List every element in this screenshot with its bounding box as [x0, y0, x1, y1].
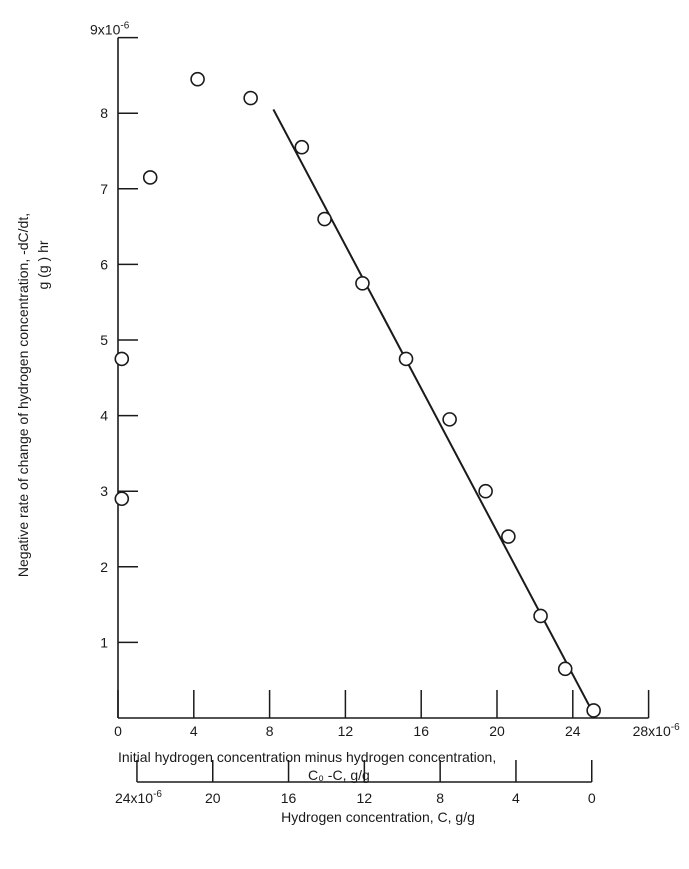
secondary-x-tick-label: 24x10-6: [115, 789, 162, 806]
x-tick-label: 24: [565, 723, 581, 739]
y-tick-label: 5: [100, 332, 108, 348]
data-point-5: [243, 90, 258, 106]
data-point-14: [557, 661, 573, 677]
secondary-x-tick-label: 0: [588, 790, 596, 806]
data-point-12: [501, 529, 516, 544]
data-point-6: [294, 139, 310, 155]
secondary-x-tick-label: 8: [436, 790, 444, 806]
axes: [117, 36, 650, 783]
y-tick-label: 3: [100, 483, 108, 499]
y-tick-label: 9x10-6: [90, 21, 130, 38]
data-point-10: [442, 412, 457, 427]
data-point-15: [586, 703, 601, 718]
secondary-x-tick-label: 4: [512, 790, 520, 806]
y-tick-label: 8: [100, 105, 108, 121]
y-tick-label: 7: [100, 181, 108, 197]
data-point-9: [398, 351, 414, 367]
data-point-4: [190, 71, 205, 87]
x-tick-label: 16: [413, 723, 429, 739]
x-tick-label: 28x10-6: [633, 722, 680, 739]
x-tick-label: 12: [338, 723, 354, 739]
secondary-x-axis-title: Hydrogen concentration, C, g/g: [281, 809, 475, 825]
x-tick-exponent: -6: [671, 722, 680, 733]
data-point-2: [114, 351, 130, 367]
secondary-x-tick-label: 20: [205, 790, 221, 806]
data-point-13: [533, 608, 548, 624]
x-tick-label: 8: [266, 723, 274, 739]
x-tick-label: 4: [190, 723, 198, 739]
y-tick-label: 6: [100, 256, 108, 272]
y-tick-exponent: -6: [120, 21, 129, 32]
x-axis-title-line2: C₀ -C, g/g: [308, 767, 370, 783]
data-point-11: [478, 483, 493, 499]
y-axis-title-line1: Negative rate of change of hydrogen conc…: [15, 213, 31, 577]
x-tick-label: 20: [489, 723, 505, 739]
secondary-x-tick-label: 16: [281, 790, 297, 806]
y-tick-label: 2: [100, 559, 108, 575]
y-axis-title-line2: g (g ) hr: [35, 240, 51, 289]
secondary-x-tick-label: 12: [357, 790, 373, 806]
secondary-x-tick-exponent: -6: [153, 789, 162, 800]
data-point-3: [142, 170, 158, 185]
data-points: [114, 71, 601, 718]
x-axis-title-line1: Initial hydrogen concentration minus hyd…: [118, 749, 496, 765]
data-point-1: [114, 491, 130, 507]
y-tick-label: 4: [100, 408, 108, 424]
x-tick-label: 0: [114, 723, 122, 739]
data-point-7: [317, 211, 332, 227]
y-tick-label: 1: [100, 634, 108, 650]
data-point-8: [355, 275, 370, 291]
